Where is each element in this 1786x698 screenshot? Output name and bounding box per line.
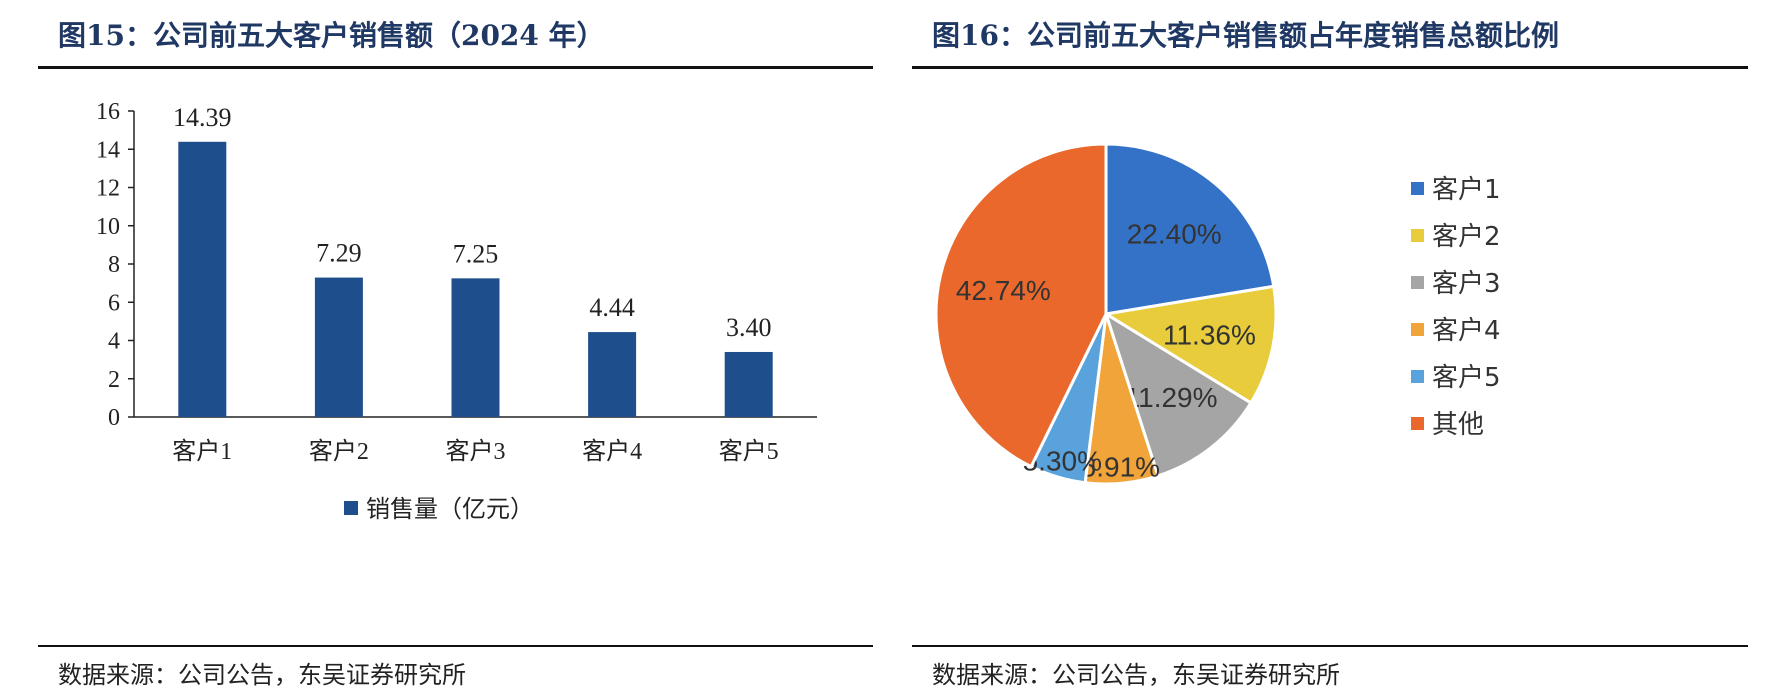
legend-label: 销售量（亿元） xyxy=(366,495,534,523)
bar-value-label: 3.40 xyxy=(726,313,772,342)
legend-swatch xyxy=(1411,229,1424,242)
y-tick-label: 10 xyxy=(96,214,120,240)
y-tick-label: 16 xyxy=(96,99,120,125)
bar-客户3 xyxy=(451,278,500,417)
y-tick-label: 6 xyxy=(108,290,120,316)
legend-swatch xyxy=(344,501,358,515)
pie-chart-source: 数据来源：公司公告，东吴证券研究所 xyxy=(932,661,1340,689)
legend-swatch xyxy=(1411,182,1424,195)
y-tick-label: 8 xyxy=(108,252,120,278)
y-tick-label: 2 xyxy=(108,367,120,393)
legend-swatch xyxy=(1411,276,1424,289)
legend-label: 客户2 xyxy=(1432,222,1501,252)
bar-value-label: 14.39 xyxy=(173,103,232,132)
bar-客户1 xyxy=(178,141,227,417)
bar-chart-panel: 图15：公司前五大客户销售额（2024 年） 0 2 4 6 8 10 12 14 16 14.3… xyxy=(38,0,873,698)
pie-percent-label: 6.91% xyxy=(1081,451,1160,482)
bar-value-label: 7.29 xyxy=(316,239,362,268)
y-tick-label: 4 xyxy=(108,329,120,355)
pie-percent-label: 22.40% xyxy=(1127,219,1222,250)
pie-legend: 客户1 客户2 客户3 客户4 客户5 其他 xyxy=(1411,175,1501,440)
pie-slice-客户2 xyxy=(1101,284,1278,405)
pie-slice-客户3 xyxy=(1103,310,1253,478)
pie-slice-其他 xyxy=(934,142,1108,469)
x-tick-label: 客户2 xyxy=(309,438,369,465)
pie-chart-title: 图16：公司前五大客户销售额占年度销售总额比例 xyxy=(932,19,1559,52)
pie-percent-label: 42.74% xyxy=(956,275,1051,306)
pie-percent-label: 11.36% xyxy=(1163,319,1256,350)
legend-label: 客户1 xyxy=(1432,175,1501,205)
bar-客户4 xyxy=(588,332,637,417)
bar-客户5 xyxy=(724,351,773,417)
legend-swatch xyxy=(1411,370,1424,383)
bar-chart-source: 数据来源：公司公告，东吴证券研究所 xyxy=(58,661,466,689)
y-tick-label: 14 xyxy=(96,137,120,163)
bar-chart: 0 2 4 6 8 10 12 14 16 14.39 客户1 7.29 客户2 7.25 客户3 4.44 客… xyxy=(96,99,817,523)
x-tick-label: 客户1 xyxy=(172,438,232,465)
y-tick-label: 0 xyxy=(108,405,120,431)
bar-value-label: 7.25 xyxy=(453,239,499,268)
pie-slice-客户1 xyxy=(1104,142,1276,316)
legend-label: 其他 xyxy=(1432,410,1484,440)
source-divider xyxy=(912,645,1748,647)
bar-legend: 销售量（亿元） xyxy=(344,495,534,523)
x-tick-label: 客户4 xyxy=(582,438,642,465)
pie-chart-panel: 图16：公司前五大客户销售额占年度销售总额比例 22.40% 11.36% 11.2… xyxy=(912,0,1748,698)
bar-chart-title: 图15：公司前五大客户销售额（2024 年） xyxy=(58,19,605,52)
x-tick-label: 客户5 xyxy=(719,438,779,465)
legend-swatch xyxy=(1411,323,1424,336)
source-divider xyxy=(38,645,873,647)
x-tick-label: 客户3 xyxy=(446,438,506,465)
legend-label: 客户5 xyxy=(1432,363,1501,393)
title-divider xyxy=(912,66,1748,69)
bar-客户2 xyxy=(314,277,363,417)
legend-label: 客户3 xyxy=(1432,269,1501,299)
title-divider xyxy=(38,66,873,69)
y-tick-label: 12 xyxy=(96,176,120,202)
bar-value-label: 4.44 xyxy=(589,293,635,322)
pie-percent-label: 11.29% xyxy=(1125,382,1218,413)
legend-swatch xyxy=(1411,417,1424,430)
legend-label: 客户4 xyxy=(1432,316,1501,346)
pie-chart: 22.40%11.36%11.29%6.91%5.30%42.74%客户1客户2… xyxy=(934,142,1501,486)
